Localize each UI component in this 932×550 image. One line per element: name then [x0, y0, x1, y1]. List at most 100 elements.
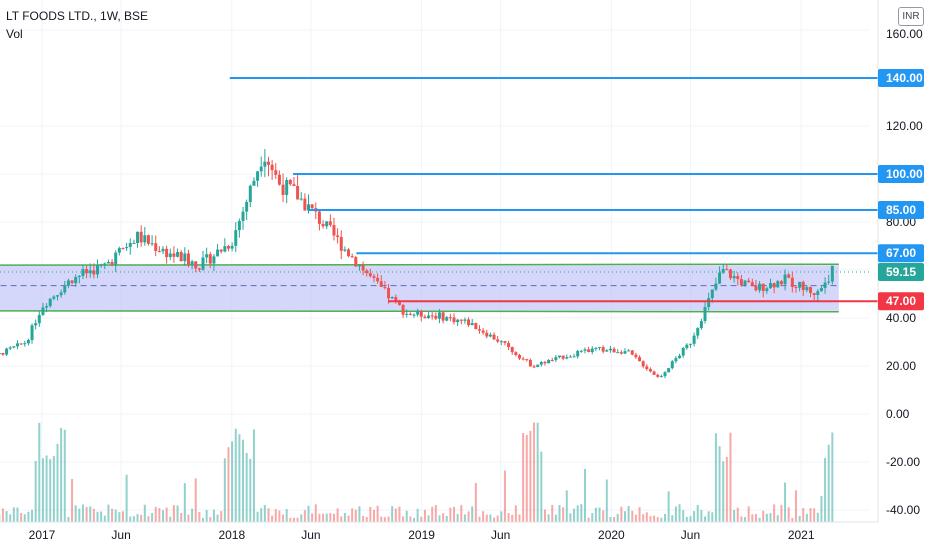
volume-bar: [474, 482, 477, 522]
candle: [608, 348, 612, 351]
volume-bar: [347, 515, 350, 522]
volume-bar: [762, 510, 765, 522]
volume-bar: [729, 432, 732, 522]
candle: [728, 269, 732, 279]
zone-top-border: [0, 263, 839, 266]
volume-bar: [431, 506, 434, 522]
volume-bar: [81, 504, 84, 522]
candle: [579, 350, 583, 352]
volume-bar: [638, 507, 641, 522]
volume-bar: [212, 509, 215, 522]
candle: [732, 276, 736, 279]
volume-bar: [9, 514, 12, 522]
volume-bar: [540, 451, 543, 522]
candle: [488, 334, 492, 337]
candle: [517, 354, 521, 359]
range-zone: [0, 263, 839, 313]
volume-bar: [671, 515, 674, 522]
volume-bar: [489, 514, 492, 522]
currency-button[interactable]: INR: [898, 7, 924, 26]
volume-bar: [311, 513, 314, 522]
volume-bar: [798, 515, 801, 522]
volume-bar: [482, 511, 485, 522]
volume-bar: [329, 513, 332, 522]
candle: [470, 323, 474, 326]
volume-bar: [631, 510, 634, 522]
volume-bar: [664, 514, 667, 522]
candle: [397, 300, 401, 305]
candle: [510, 347, 514, 353]
candle: [481, 330, 485, 333]
volume-bar: [751, 514, 754, 522]
volume-bar: [121, 511, 124, 522]
volume-bar: [278, 510, 281, 522]
candle: [452, 317, 456, 323]
candle: [383, 286, 387, 288]
volume-bar: [500, 511, 503, 522]
candle: [761, 283, 765, 292]
volume-bar: [573, 508, 576, 522]
candle: [354, 257, 358, 267]
candle: [769, 283, 772, 289]
volume-bar: [372, 509, 375, 522]
candle: [121, 248, 125, 250]
volume-bar: [769, 513, 772, 522]
candle: [106, 261, 110, 264]
candle: [616, 352, 620, 354]
candle: [401, 304, 405, 315]
volume-bar: [114, 509, 117, 522]
price-tag: [878, 244, 924, 263]
time-axis[interactable]: 2017 Jun 2018 Jun 2019 Jun 2020 Jun 2021: [0, 521, 878, 542]
time-tick: Jun: [681, 528, 700, 542]
volume-bar: [529, 430, 532, 522]
candle: [59, 292, 63, 296]
candle: [230, 245, 234, 249]
candle: [23, 343, 27, 345]
volume-bar: [503, 470, 506, 522]
candle: [165, 248, 169, 258]
volume-bar: [176, 505, 179, 522]
price-tag-label: 140.00: [886, 71, 923, 85]
volume-bar: [536, 422, 539, 522]
candle: [783, 274, 787, 285]
candle: [499, 341, 503, 343]
candle: [146, 235, 150, 244]
candle: [507, 342, 511, 348]
volume-bar: [52, 455, 55, 522]
volume-bar: [336, 508, 339, 522]
volume-bar: [260, 508, 263, 522]
candles: [0, 149, 834, 379]
volume-bar: [129, 516, 132, 522]
price-axis[interactable]: 120.00100.0080.0060.0040.0020.000.00-20.…: [877, 0, 924, 522]
candle: [809, 287, 813, 294]
volume-bar: [205, 510, 208, 522]
candle: [41, 307, 45, 315]
candle: [521, 358, 525, 360]
volume-bars: [0, 422, 834, 522]
volume-bar: [409, 516, 412, 522]
volume-bar: [442, 513, 445, 522]
candle: [427, 315, 431, 319]
volume-bar: [598, 507, 601, 522]
candle: [696, 328, 700, 336]
candle: [387, 287, 391, 299]
candle: [63, 285, 67, 293]
zone-bottom-border: [0, 310, 839, 313]
candle: [292, 184, 296, 186]
time-tick: 2018: [218, 528, 245, 542]
candle: [66, 280, 70, 286]
candle: [299, 198, 303, 200]
candle: [81, 269, 85, 276]
time-tick: 2021: [788, 528, 815, 542]
volume-bar: [496, 515, 499, 522]
volume-bar: [325, 513, 328, 522]
volume-bar: [376, 505, 379, 522]
volume-bar: [23, 514, 26, 522]
candle: [565, 357, 569, 359]
candle: [543, 361, 547, 364]
volume-bar: [300, 514, 303, 522]
candle: [114, 252, 118, 265]
volume-bar: [467, 511, 470, 522]
candle: [190, 261, 194, 265]
